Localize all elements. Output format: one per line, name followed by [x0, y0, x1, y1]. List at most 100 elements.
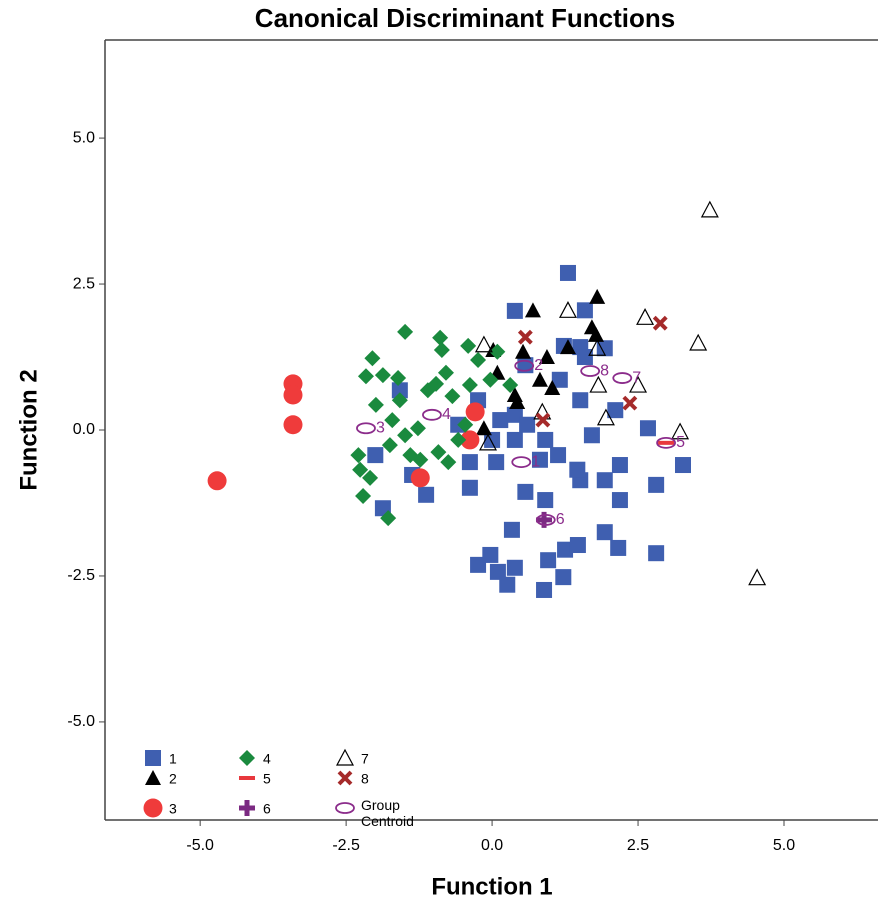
point	[460, 430, 480, 450]
point	[611, 492, 628, 509]
point	[506, 406, 523, 423]
point	[440, 454, 457, 471]
legend-label: 8	[361, 771, 369, 787]
point	[336, 748, 354, 766]
x-tick-label: 0.0	[481, 837, 503, 854]
point	[506, 302, 523, 319]
point	[474, 335, 493, 353]
point	[652, 315, 668, 331]
point	[422, 408, 442, 421]
point	[352, 461, 369, 478]
point	[391, 382, 408, 399]
point	[428, 375, 445, 392]
centroid-label: 3	[376, 419, 385, 436]
point	[524, 302, 541, 318]
x-tick-label: -2.5	[332, 837, 360, 854]
point	[544, 379, 561, 395]
y-tick-label: -2.5	[67, 567, 95, 584]
point	[239, 750, 255, 766]
point	[444, 388, 461, 405]
point	[503, 521, 520, 538]
point	[397, 323, 414, 340]
point	[656, 436, 676, 449]
point	[535, 514, 556, 526]
point	[470, 556, 487, 573]
point	[461, 377, 478, 394]
point	[470, 351, 487, 368]
point	[596, 472, 613, 489]
point	[337, 770, 353, 786]
point	[540, 552, 557, 569]
point	[145, 750, 161, 766]
centroid-label: 6	[556, 511, 565, 528]
point	[450, 431, 467, 448]
y-tick-label: 0.0	[73, 421, 95, 438]
point	[145, 770, 161, 785]
point	[390, 370, 407, 387]
point	[502, 377, 519, 394]
centroid-label: 4	[442, 406, 451, 423]
point	[489, 343, 506, 360]
point	[636, 308, 655, 325]
point	[658, 440, 675, 445]
point	[374, 367, 391, 384]
point	[569, 537, 586, 554]
y-axis-label: Function 2	[15, 369, 42, 490]
point	[461, 479, 478, 496]
point	[611, 457, 628, 474]
point	[391, 392, 408, 409]
legend-label-line: Centroid	[361, 813, 414, 829]
legend-label: 3	[169, 801, 177, 817]
point	[478, 433, 497, 451]
point	[537, 431, 554, 448]
point	[558, 301, 577, 318]
point	[674, 457, 691, 474]
legend-label: Group Centroid	[361, 797, 414, 829]
point	[355, 487, 372, 504]
point	[437, 364, 454, 381]
point	[607, 402, 624, 419]
point	[239, 800, 255, 816]
y-tick-label: 5.0	[73, 129, 95, 146]
point	[583, 427, 600, 444]
point	[492, 412, 509, 429]
legend-label: 2	[169, 771, 177, 787]
point	[748, 568, 767, 586]
legend-label-line: Group	[361, 797, 400, 813]
point	[143, 798, 163, 818]
point	[283, 415, 303, 435]
legend-label: 6	[263, 801, 271, 817]
point	[482, 371, 499, 388]
x-tick-label: 2.5	[627, 837, 649, 854]
point	[418, 486, 435, 503]
point	[489, 563, 506, 580]
point	[648, 545, 665, 562]
point	[537, 492, 554, 509]
point	[362, 469, 379, 486]
point	[572, 392, 589, 409]
point	[207, 471, 227, 491]
point	[457, 416, 474, 433]
point	[380, 510, 397, 527]
centroid-label: 5	[676, 434, 685, 451]
point	[569, 461, 586, 478]
point	[432, 329, 449, 346]
point	[433, 342, 450, 359]
point	[517, 329, 533, 345]
point	[559, 264, 576, 281]
point	[538, 349, 555, 365]
point	[639, 420, 656, 437]
point	[283, 385, 303, 405]
legend-label: 1	[169, 751, 177, 767]
point	[622, 395, 638, 411]
y-tick-label: -5.0	[67, 713, 95, 730]
point	[629, 375, 648, 393]
point	[488, 454, 505, 471]
point	[700, 200, 719, 218]
point	[506, 559, 523, 576]
point	[506, 386, 523, 402]
point	[499, 576, 516, 593]
chart-title: Canonical Discriminant Functions	[255, 3, 675, 33]
x-axis-label: Function 1	[431, 873, 552, 900]
